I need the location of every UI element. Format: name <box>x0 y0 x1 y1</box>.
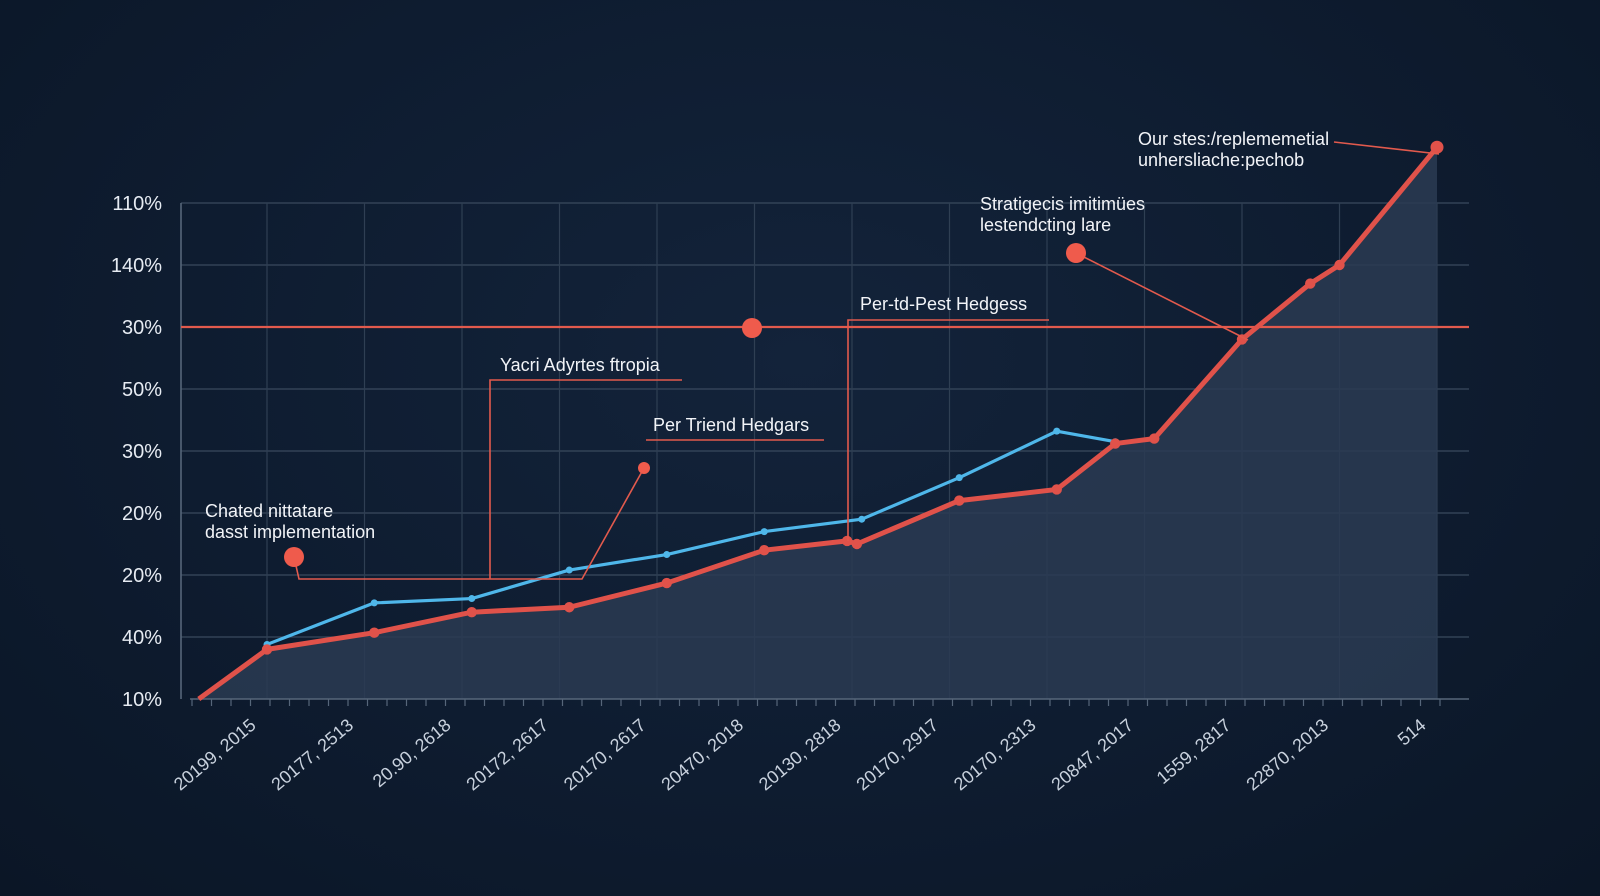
data-point <box>564 602 575 613</box>
data-point <box>565 566 573 574</box>
y-tick-label: 10% <box>122 689 162 711</box>
annotation-text: dasst implementation <box>205 522 375 542</box>
data-point <box>1305 278 1316 289</box>
annotation-text: Chated nittatare <box>205 501 333 521</box>
data-point <box>851 538 863 550</box>
y-tick-label: 30% <box>122 441 162 463</box>
x-tick-label: 20170, 2617 <box>560 715 650 795</box>
annotation-leader <box>293 467 645 580</box>
data-point <box>858 515 866 523</box>
data-point <box>1110 438 1121 449</box>
x-axis-ticks: 20199, 2015 20177, 2513 20.90, 2618 20172, … <box>170 715 1430 795</box>
annotation-leader <box>1075 252 1249 341</box>
y-tick-label: 30% <box>122 317 162 339</box>
data-point <box>1053 427 1061 435</box>
area-under-red-series <box>198 147 1437 699</box>
annotation-marker <box>1066 243 1086 263</box>
y-tick-label: 40% <box>122 627 162 649</box>
series-line-1 <box>266 429 1116 646</box>
data-point <box>1051 484 1062 495</box>
x-tick-label: 20172, 2617 <box>463 715 553 795</box>
annotation-marker <box>742 318 762 338</box>
y-tick-label: 50% <box>122 379 162 401</box>
data-point <box>661 577 672 589</box>
data-point <box>663 551 671 559</box>
annotation-marker <box>638 462 650 474</box>
annotation-text: Per Triend Hedgars <box>653 415 809 435</box>
data-point <box>369 627 380 638</box>
area-fill <box>198 147 1437 699</box>
data-point <box>1149 433 1160 444</box>
annotation: Per-td-Pest Hedgess <box>742 294 1049 541</box>
annotation-text: Per-td-Pest Hedgess <box>860 294 1027 314</box>
x-tick-label: 20470, 2018 <box>658 715 748 795</box>
x-tick-label: 20170, 2917 <box>853 715 943 795</box>
x-tick-label: 514 <box>1394 715 1430 750</box>
annotation-leader <box>1333 141 1440 155</box>
annotation-text: unhersliache:pechob <box>1138 150 1304 170</box>
data-point <box>841 535 853 547</box>
annotation: Yacri Adyrtes ftropia <box>489 355 682 579</box>
series-group <box>197 140 1444 702</box>
data-point <box>468 595 476 603</box>
x-tick-label: 20177, 2513 <box>268 715 358 795</box>
data-point <box>955 474 963 482</box>
annotation-marker <box>284 547 304 567</box>
data-point <box>261 644 273 655</box>
annotation-text: lestendcting lare <box>980 215 1111 235</box>
y-axis-ticks: 110% 140% 30% 50% 30% 20% 20% 40% 10% <box>111 193 162 711</box>
annotation: Our stes:/replememetialunhersliache:pech… <box>1138 129 1440 170</box>
annotation: Per Triend Hedgars <box>646 415 824 441</box>
y-tick-label: 20% <box>122 503 162 525</box>
series-end-point <box>1430 140 1444 154</box>
x-tick-label: 20130, 2818 <box>755 715 845 795</box>
data-point <box>1236 334 1248 345</box>
data-point <box>466 607 477 618</box>
data-point <box>954 495 965 506</box>
axes <box>180 203 1469 706</box>
annotation-leader <box>489 379 682 579</box>
data-point <box>760 528 768 536</box>
x-tick-label: 20847, 2017 <box>1048 715 1138 795</box>
data-point <box>1334 259 1345 271</box>
x-tick-label: 1559, 2817 <box>1153 715 1235 788</box>
data-point <box>370 599 378 607</box>
x-tick-label: 22870, 2013 <box>1243 715 1333 795</box>
y-tick-label: 20% <box>122 565 162 587</box>
x-tick-label: 20199, 2015 <box>170 715 260 795</box>
annotation-text: Stratigecis imitimües <box>980 194 1145 214</box>
annotation-text: Yacri Adyrtes ftropia <box>500 355 661 375</box>
x-tick-label: 20.90, 2618 <box>369 715 455 791</box>
y-tick-label: 110% <box>112 193 162 215</box>
x-tick-label: 20170, 2313 <box>950 715 1040 795</box>
data-point <box>759 545 770 556</box>
annotation-leader <box>847 319 1049 541</box>
y-tick-label: 140% <box>111 255 162 277</box>
annotation-text: Our stes:/replememetial <box>1138 129 1329 149</box>
